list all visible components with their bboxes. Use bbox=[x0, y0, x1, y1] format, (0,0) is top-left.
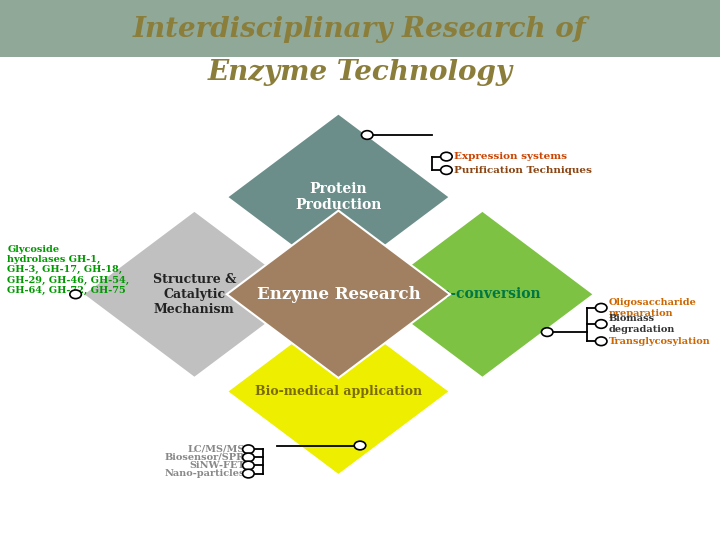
Text: Expression systems: Expression systems bbox=[454, 152, 567, 161]
Polygon shape bbox=[227, 211, 450, 378]
Circle shape bbox=[595, 337, 607, 346]
Text: Bio-conversion: Bio-conversion bbox=[424, 287, 541, 301]
Text: Interdisciplinary Research of: Interdisciplinary Research of bbox=[133, 16, 587, 43]
Circle shape bbox=[541, 328, 553, 336]
Text: Enzyme Technology: Enzyme Technology bbox=[207, 59, 513, 86]
Circle shape bbox=[243, 461, 254, 470]
Text: Structure &
Catalytic
Mechanism: Structure & Catalytic Mechanism bbox=[153, 273, 236, 316]
Text: Biosensor/SPR: Biosensor/SPR bbox=[165, 453, 245, 462]
Circle shape bbox=[354, 441, 366, 450]
Text: Oligosaccharide
preparation: Oligosaccharide preparation bbox=[608, 298, 696, 318]
Circle shape bbox=[243, 445, 254, 454]
Polygon shape bbox=[227, 308, 450, 475]
Text: Protein
Production: Protein Production bbox=[295, 182, 382, 212]
Circle shape bbox=[595, 303, 607, 312]
Text: Enzyme Research: Enzyme Research bbox=[256, 286, 420, 303]
Bar bbox=[0, 0, 720, 57]
Text: Transglycosylation: Transglycosylation bbox=[608, 337, 710, 346]
Polygon shape bbox=[83, 211, 306, 378]
Circle shape bbox=[361, 131, 373, 139]
Circle shape bbox=[70, 290, 81, 299]
Text: Bio-medical application: Bio-medical application bbox=[255, 385, 422, 398]
Circle shape bbox=[243, 453, 254, 462]
Circle shape bbox=[441, 166, 452, 174]
Text: Nano-particles: Nano-particles bbox=[164, 469, 245, 478]
Circle shape bbox=[595, 320, 607, 328]
Text: LC/MS/MS: LC/MS/MS bbox=[187, 445, 245, 454]
Polygon shape bbox=[227, 113, 450, 281]
Circle shape bbox=[441, 152, 452, 161]
Text: SiNW-FET: SiNW-FET bbox=[189, 461, 245, 470]
Text: Biomass
degradation: Biomass degradation bbox=[608, 314, 675, 334]
Text: Glycoside
hydrolases GH-1,
GH-3, GH-17, GH-18,
GH-29, GH-46, GH-54,
GH-64, GH-72: Glycoside hydrolases GH-1, GH-3, GH-17, … bbox=[7, 245, 130, 295]
Text: Purification Techniques: Purification Techniques bbox=[454, 166, 591, 174]
Polygon shape bbox=[371, 211, 594, 378]
Circle shape bbox=[243, 469, 254, 478]
